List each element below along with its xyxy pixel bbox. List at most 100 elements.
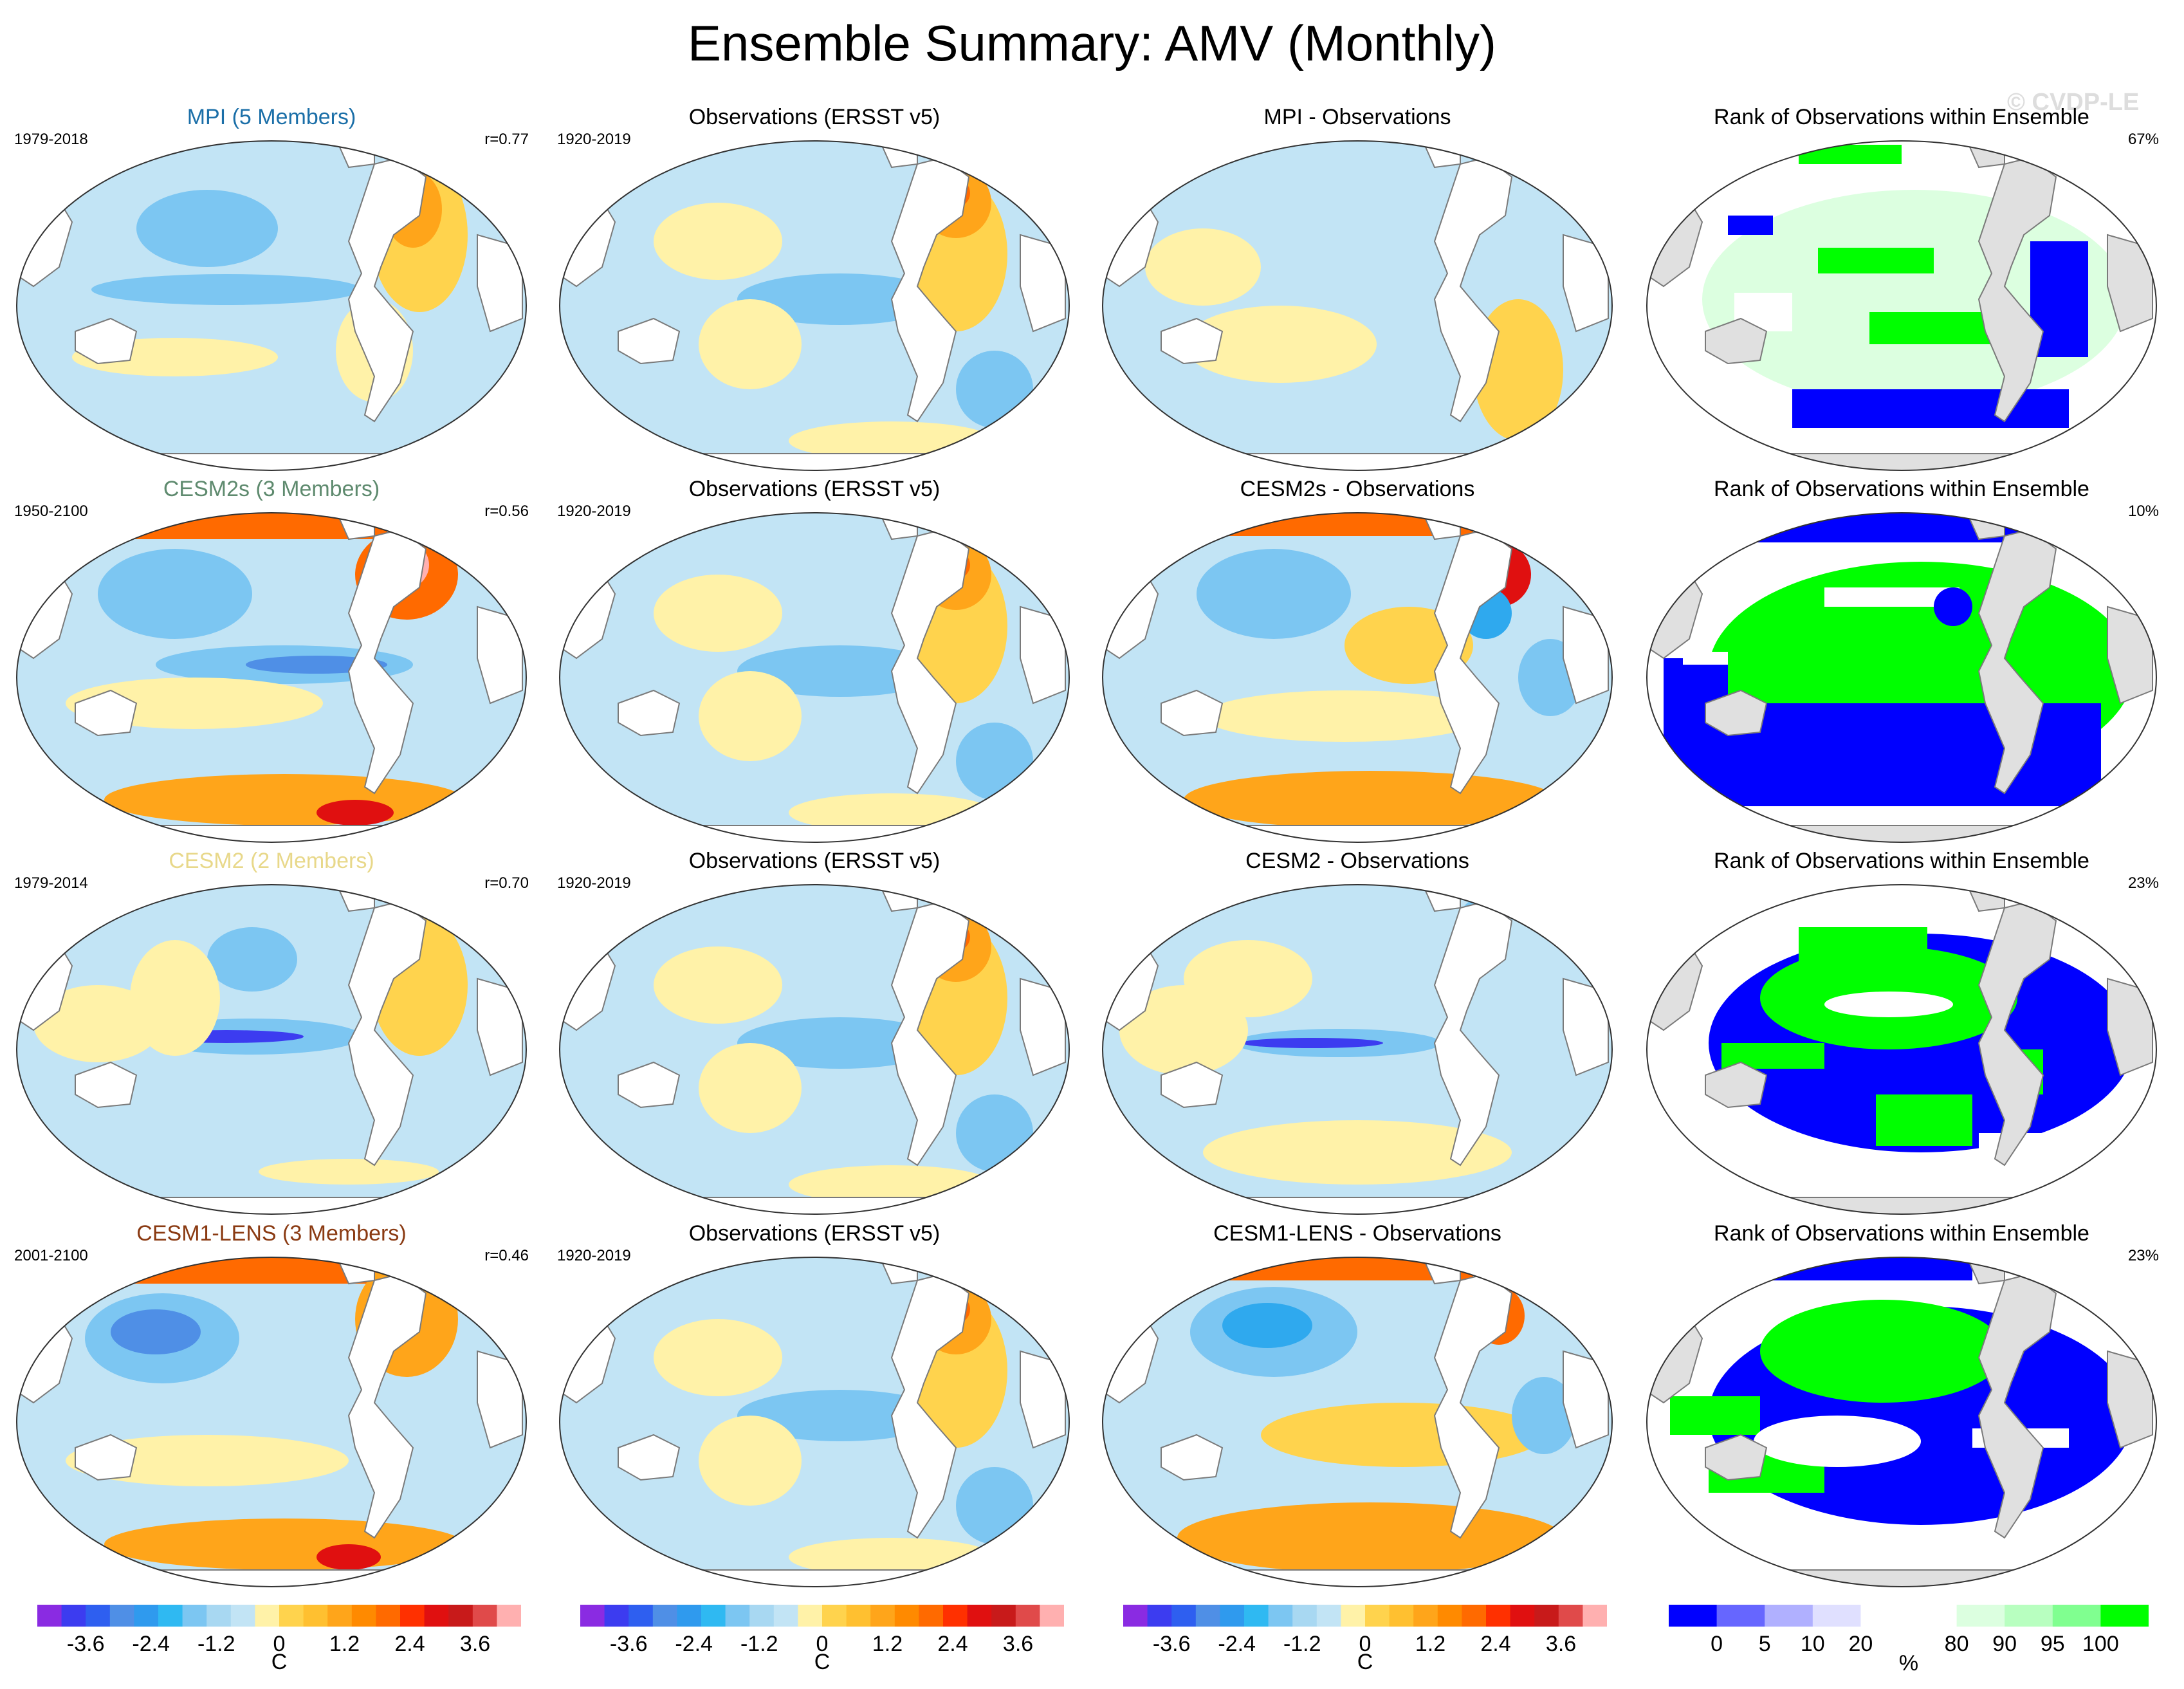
rank-percent-label: 67% [2127,131,2159,148]
colorbar-swatch [604,1605,629,1627]
colorbar-swatch [870,1605,895,1627]
colorbar-tick-label: -1.2 [1283,1632,1321,1656]
map-outline [1646,1257,2157,1587]
obs-years-label: 1920-2019 [557,503,631,520]
map-region [1177,1502,1563,1573]
colorbar-swatch [701,1605,726,1627]
colorbar-swatch [1765,1605,1813,1627]
colorbar-tick-label: -2.4 [1218,1632,1256,1656]
map-outline [16,512,527,843]
land-mass [618,689,681,737]
colorbar-swatch [279,1605,304,1627]
colorbar-swatch [109,1605,134,1627]
colorbar-swatch [846,1605,871,1627]
colorbar-tick-label: 90 [1992,1632,2017,1656]
map-outline [1646,140,2157,471]
land-mass [347,156,427,423]
colorbar-swatch [182,1605,207,1627]
land-mass [618,1434,681,1481]
map-region [91,274,362,305]
land-mass [347,528,427,795]
obs-years-label: 1920-2019 [557,1247,631,1264]
map-region [654,1319,782,1396]
colorbar-swatch [400,1605,425,1627]
map-region [1934,587,1972,626]
model-map [16,512,527,843]
colorbar-swatch [1860,1605,1909,1627]
colorbar-tick-label: 2.4 [937,1632,968,1656]
model-map [16,1257,527,1587]
colorbar-swatch [472,1605,497,1627]
map-region [956,351,1033,428]
rank-panel-title: Rank of Observations within Ensemble [1714,849,2089,873]
map-region [1184,306,1377,383]
correlation-label: r=0.70 [484,874,529,892]
map-region [1792,389,2069,428]
colorbar-tick-label: 0 [1359,1632,1372,1656]
colorbar-unit-label: C [271,1650,288,1674]
map-region [104,1518,464,1570]
map-region [1222,1303,1312,1348]
colorbar-swatch [798,1605,823,1627]
diff-panel-title: CESM2s - Observations [1240,477,1475,501]
map-region [1760,1300,2005,1403]
map-region [1261,1403,1544,1467]
rank-panel-title: Rank of Observations within Ensemble [1714,105,2089,129]
map-region [104,774,464,826]
diff-panel-title: CESM1-LENS - Observations [1213,1221,1501,1246]
land-mass [618,317,681,365]
colorbar-swatch [1316,1605,1341,1627]
land-mass [1433,156,1513,423]
colorbar-swatch [424,1605,449,1627]
diff-map [1102,140,1613,471]
colorbar-swatch [1015,1605,1040,1627]
rank-map [1646,1257,2157,1587]
colorbar-tick-label: 2.4 [394,1632,425,1656]
watermark-logo: © CVDP-LE [2007,89,2140,116]
map-region [1145,228,1261,306]
colorbar-unit-label: % [1898,1651,1919,1675]
colorbar-swatch [497,1605,521,1627]
model-map [16,884,527,1215]
land-mass [618,1061,681,1109]
diff-panel-title: MPI - Observations [1263,105,1451,129]
colorbar-swatch [1486,1605,1511,1627]
obs-map [559,884,1070,1215]
map-region [1799,927,1927,966]
colorbar-swatch [1268,1605,1293,1627]
colorbar-swatch [749,1605,775,1627]
map-region [1242,1038,1383,1048]
colorbar-swatch [376,1605,401,1627]
map-outline [16,1257,527,1587]
model-years-label: 1950-2100 [14,503,88,520]
colorbar-rank [1669,1605,2149,1627]
colorbar-swatch [2005,1605,2053,1627]
rank-map [1646,140,2157,471]
map-outline [16,140,527,471]
rank-panel-title: Rank of Observations within Ensemble [1714,1221,2089,1246]
map-region [737,1390,943,1441]
colorbar-model [37,1605,521,1627]
model-years-label: 1979-2014 [14,874,88,892]
colorbar-swatch [725,1605,750,1627]
rank-percent-label: 23% [2127,1247,2159,1264]
colorbar-swatch [1341,1605,1366,1627]
land-mass [890,1273,970,1539]
land-mass [75,1434,138,1481]
map-region [1203,690,1486,742]
colorbar-swatch [919,1605,944,1627]
colorbar-swatch [206,1605,232,1627]
colorbar-swatch [1040,1605,1064,1627]
land-mass [1978,900,2057,1167]
colorbar-diff [1123,1605,1607,1627]
colorbar-swatch [351,1605,376,1627]
colorbar-tick-label: 2.4 [1480,1632,1511,1656]
colorbar-swatch [327,1605,353,1627]
colorbar-tick-label: 0 [273,1632,286,1656]
colorbar-swatch [1669,1605,1718,1627]
map-region [33,985,162,1062]
colorbar-unit-label: C [1357,1650,1373,1674]
map-region [1683,652,1728,665]
colorbar-swatch [158,1605,183,1627]
map-region [98,549,252,639]
